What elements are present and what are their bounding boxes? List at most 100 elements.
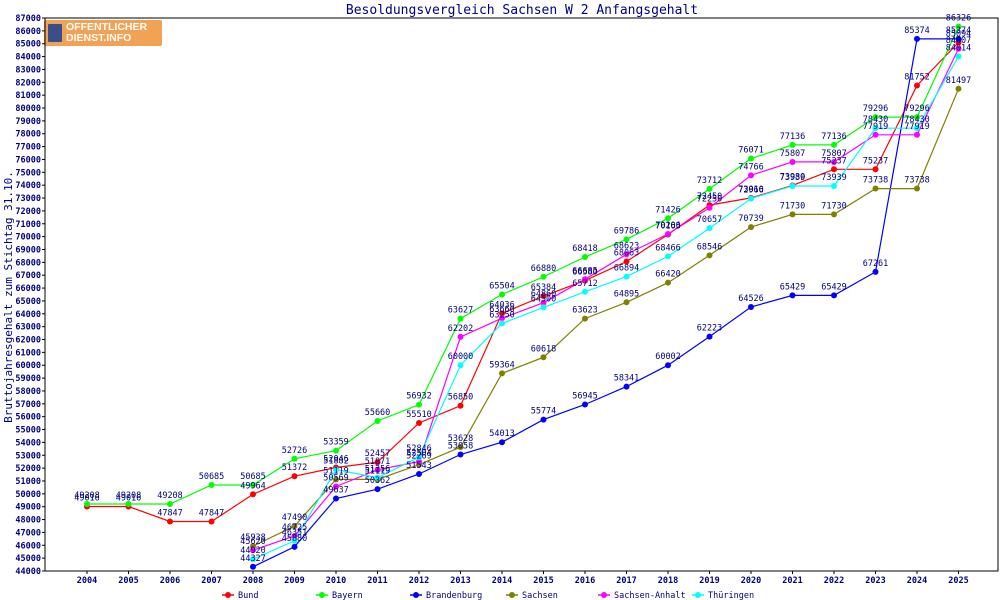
data-label-sachsen-anhalt: 70206 bbox=[655, 221, 681, 231]
data-point-bayern bbox=[789, 141, 796, 148]
y-tick-label: 63000 bbox=[15, 323, 41, 333]
data-point-sachsen-anhalt bbox=[955, 45, 962, 52]
y-tick-label: 64000 bbox=[15, 310, 41, 320]
y-tick-label: 47000 bbox=[15, 528, 41, 538]
y-tick-label: 52000 bbox=[15, 464, 41, 474]
legend-item-sachsen: Sachsen bbox=[506, 591, 558, 600]
y-tick-label: 68000 bbox=[15, 258, 41, 268]
data-label-bund: 70163 bbox=[655, 222, 681, 232]
data-point-th-ringen bbox=[291, 537, 298, 544]
data-point-sachsen-anhalt bbox=[623, 251, 630, 258]
data-label-brandenburg: 85374 bbox=[946, 26, 972, 36]
y-tick-label: 56000 bbox=[15, 413, 41, 423]
data-label-sachsen: 73738 bbox=[904, 176, 930, 186]
x-tick-label: 2007 bbox=[201, 576, 221, 586]
data-label-sachsen-anhalt: 51871 bbox=[365, 457, 391, 467]
data-point-sachsen-anhalt bbox=[416, 458, 422, 465]
y-tick-label: 79000 bbox=[15, 117, 41, 127]
data-label-bund: 72450 bbox=[697, 192, 723, 202]
data-label-sachsen: 51119 bbox=[365, 466, 391, 476]
data-label-bund: 75237 bbox=[821, 156, 847, 166]
data-point-sachsen-anhalt bbox=[872, 131, 879, 138]
series-line-brandenburg bbox=[252, 38, 959, 568]
y-tick-label: 65000 bbox=[15, 297, 41, 307]
data-point-brandenburg bbox=[499, 439, 505, 446]
data-label-sachsen-anhalt: 75807 bbox=[780, 149, 806, 159]
y-tick-label: 84000 bbox=[15, 53, 41, 63]
data-label-bund: 51372 bbox=[282, 463, 308, 473]
data-label-sachsen: 51119 bbox=[323, 466, 349, 476]
data-point-bund bbox=[167, 518, 173, 525]
data-label-bayern: 52726 bbox=[282, 446, 308, 456]
data-label-brandenburg: 67261 bbox=[863, 259, 889, 269]
data-label-brandenburg: 45880 bbox=[282, 534, 308, 544]
data-label-brandenburg: 53058 bbox=[448, 442, 474, 452]
data-label-th-ringen: 78430 bbox=[904, 115, 930, 125]
data-point-sachsen bbox=[872, 185, 879, 192]
data-point-th-ringen bbox=[374, 474, 381, 481]
y-tick-label: 54000 bbox=[15, 438, 41, 448]
data-point-th-ringen bbox=[955, 53, 962, 60]
data-point-bund bbox=[831, 166, 837, 173]
data-point-bayern bbox=[540, 273, 547, 280]
y-tick-label: 69000 bbox=[15, 245, 41, 255]
data-label-bayern: 55660 bbox=[365, 408, 391, 418]
data-point-th-ringen bbox=[831, 182, 837, 189]
data-point-th-ringen bbox=[582, 288, 588, 295]
y-tick-label: 83000 bbox=[15, 65, 41, 75]
data-point-th-ringen bbox=[789, 182, 796, 189]
data-point-sachsen bbox=[457, 444, 464, 451]
x-tick-label: 2011 bbox=[367, 576, 387, 586]
data-point-brandenburg bbox=[665, 362, 671, 369]
data-point-sachsen-anhalt bbox=[333, 483, 339, 490]
data-point-bund bbox=[540, 292, 547, 299]
y-tick-label: 73000 bbox=[15, 194, 41, 204]
series-line-bund bbox=[87, 42, 959, 523]
data-point-sachsen-anhalt bbox=[582, 276, 588, 283]
data-point-sachsen bbox=[748, 224, 754, 231]
data-label-th-ringen: 73939 bbox=[821, 173, 847, 183]
legend-label: Sachsen-Anhalt bbox=[614, 591, 686, 600]
x-tick-label: 2010 bbox=[326, 576, 346, 586]
data-label-bayern: 49208 bbox=[74, 491, 100, 501]
data-point-bund bbox=[416, 419, 422, 426]
y-tick-label: 86000 bbox=[15, 27, 41, 37]
y-tick-label: 57000 bbox=[15, 400, 41, 410]
data-point-brandenburg bbox=[333, 495, 339, 502]
x-tick-label: 2015 bbox=[533, 576, 553, 586]
data-point-bund bbox=[623, 258, 630, 265]
y-tick-label: 48000 bbox=[15, 516, 41, 526]
data-point-bayern bbox=[499, 291, 505, 298]
x-tick-label: 2017 bbox=[616, 576, 636, 586]
series-line-bayern bbox=[87, 26, 960, 505]
data-label-bund: 49016 bbox=[74, 493, 100, 503]
y-tick-label: 71000 bbox=[15, 220, 41, 230]
data-point-th-ringen bbox=[748, 195, 754, 202]
x-tick-label: 2025 bbox=[948, 576, 968, 586]
data-point-bayern bbox=[623, 236, 630, 243]
y-tick-label: 60000 bbox=[15, 361, 41, 371]
y-tick-label: 45000 bbox=[15, 554, 41, 564]
data-label-bund: 66580 bbox=[572, 268, 598, 278]
y-tick-label: 44000 bbox=[15, 567, 41, 577]
data-label-th-ringen: 70657 bbox=[697, 215, 723, 225]
y-axis-label: Bruttojahresgehalt zum Stichtag 31.10. bbox=[2, 171, 15, 423]
y-tick-label: 66000 bbox=[15, 284, 41, 294]
data-label-bayern: 86326 bbox=[946, 14, 972, 24]
data-point-sachsen bbox=[914, 185, 920, 192]
logo-text: OFFENTLICHER DIENST.INFO bbox=[66, 22, 147, 44]
legend-marker bbox=[413, 592, 419, 598]
data-point-th-ringen bbox=[333, 466, 339, 473]
data-point-sachsen bbox=[665, 279, 671, 286]
data-label-brandenburg: 64526 bbox=[738, 294, 764, 304]
data-point-bayern bbox=[955, 23, 962, 30]
data-point-bund bbox=[374, 459, 381, 466]
data-label-sachsen-anhalt: 66685 bbox=[572, 266, 598, 276]
data-point-sachsen bbox=[499, 370, 505, 377]
plot-frame bbox=[44, 17, 999, 572]
data-label-bayern: 50685 bbox=[240, 472, 266, 482]
data-point-brandenburg bbox=[623, 383, 630, 390]
data-label-sachsen-anhalt: 77919 bbox=[863, 122, 889, 132]
data-label-brandenburg: 44327 bbox=[240, 554, 266, 564]
data-point-th-ringen bbox=[623, 273, 630, 280]
